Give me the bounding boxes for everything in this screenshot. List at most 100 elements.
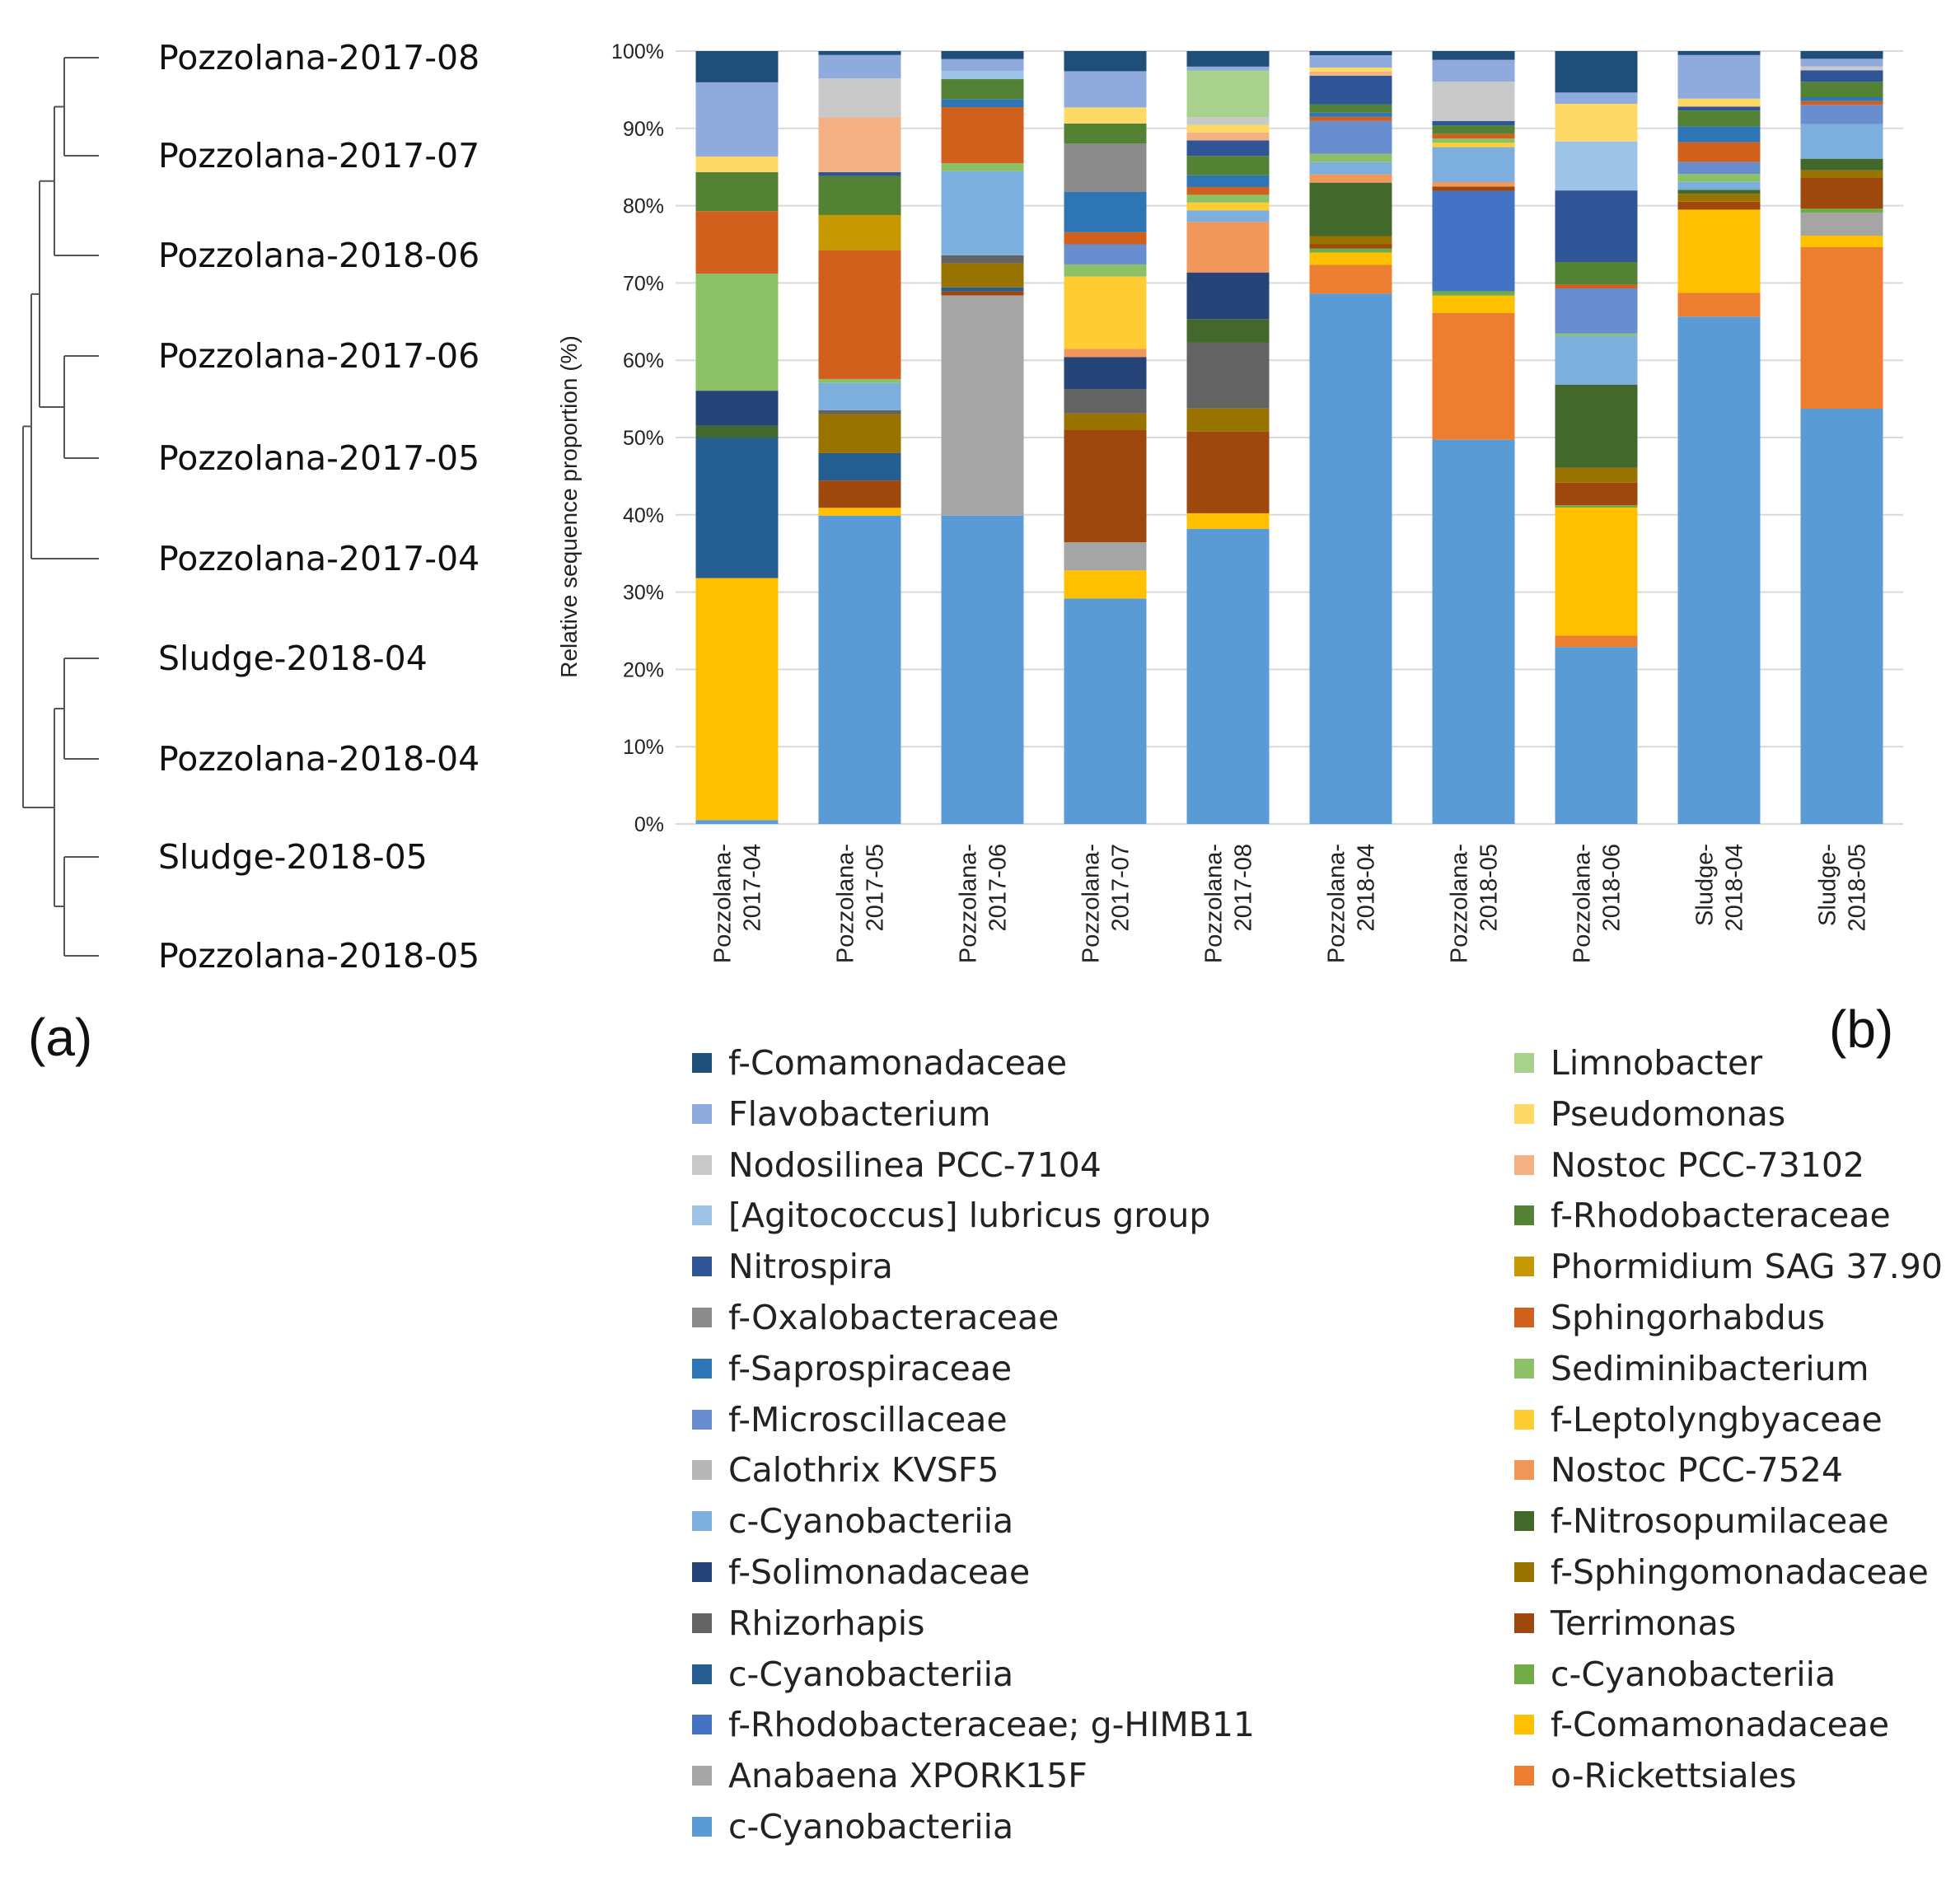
bar-segment [1432,138,1515,143]
bar-segment [1677,98,1761,107]
bar-segment [1309,264,1392,294]
bar-stack [1064,51,1147,824]
x-tick-label: Pozzolana- 2017-07 [1078,844,1134,963]
bar-segment [1064,143,1147,192]
bar-segment [818,176,901,215]
bar-segment [1064,51,1147,72]
x-tick-labels: Pozzolana- 2017-04 Pozzolana- 2017-05 Pozzol… [710,844,1871,963]
legend-label: Terrimonas [1551,1603,1737,1643]
bar-segment [1555,51,1638,93]
bar-stack [1309,51,1392,825]
legend-label: f-Sphingomonadaceae [1551,1552,1929,1592]
x-tick-label: Sludge- 2018-05 [1815,844,1871,931]
legend-label: [Agitococcus] lubricus group [728,1196,1211,1236]
legend-swatch [1514,1664,1534,1684]
bar-segment [1309,252,1392,265]
legend-swatch [692,1358,712,1378]
bar-segment [1309,161,1392,175]
bar-segment [1064,123,1147,144]
legend-item: Nitrospira [692,1243,893,1290]
x-tick-label-line: Pozzolana- [833,844,859,963]
bar-segment [1309,54,1392,68]
bar-segment [1186,51,1270,67]
legend-swatch [692,1613,712,1633]
bar-segment [1555,333,1638,336]
bar-stack [1555,51,1638,824]
bar-segment [695,156,779,172]
legend-swatch [1514,1308,1534,1327]
y-tick-label: 30% [623,582,664,605]
legend-item: Flavobacterium [692,1091,991,1137]
legend-item: Nodosilinea PCC-7104 [692,1142,1102,1188]
bar-segment [941,291,1024,296]
bar-segment [1186,66,1270,71]
dendrogram-leaf-label: Sludge-2018-04 [158,639,428,678]
bar-segment [1186,431,1270,513]
y-axis-label: Relative sequence proportion (%) [556,335,582,678]
y-tick-label: 50% [623,427,664,450]
legend-item: Nostoc PCC-7524 [1514,1447,1843,1493]
dendrogram-leaf-label: Pozzolana-2018-06 [158,236,479,275]
legend-item: f-Microscillaceae [692,1397,1008,1443]
bar-segment [695,391,779,426]
legend-item: Pseudomonas [1514,1091,1785,1137]
bar-segment [1309,104,1392,113]
legend-label: f-Rhodobacteraceae; g-HIMB11 [728,1705,1256,1745]
legend-swatch [692,1154,712,1175]
bar-segment [695,274,779,391]
legend-item: Nostoc PCC-73102 [1514,1142,1864,1188]
legend: f-Comamonadaceae Flavobacterium Nodosiline… [692,1040,1944,1856]
bar-segment [1555,261,1638,285]
x-tick-label-line: 2018-05 [1476,844,1503,931]
bar-segment [1064,71,1147,108]
bar-segment [1800,70,1883,82]
legend-item: Anabaena XPORK15F [692,1753,1088,1799]
bar-segment [695,425,779,438]
bar-segment [818,78,901,118]
x-tick-label-line: Pozzolana- [956,844,982,963]
legend-label: f-Nitrosopumilaceae [1551,1501,1889,1542]
legend-swatch [1514,1409,1534,1430]
bar-segment [1186,272,1270,320]
legend-item: f-Rhodobacteraceae; g-HIMB11 [692,1701,1255,1748]
legend-item: f-Sphingomonadaceae [1514,1549,1929,1595]
bar-segment [1309,244,1392,249]
bar-segment [1309,248,1392,253]
legend-swatch [692,1766,712,1786]
bar-segment [818,117,901,172]
legend-label: Nodosilinea PCC-7104 [728,1144,1102,1185]
legend-label: o-Rickettsiales [1551,1756,1797,1796]
bar-segment [1309,71,1392,76]
bar-segment [941,99,1024,108]
bar-stack [1677,51,1761,824]
bar-segment [1432,190,1515,292]
bar-segment [818,54,901,79]
bar-segment [1677,209,1761,293]
x-tick-label-line: 2017-08 [1231,844,1257,931]
bar-segment [1064,429,1147,543]
panel-label-b: (b) [1829,999,1894,1059]
bar-segment [1555,190,1638,262]
legend-swatch [692,1205,712,1226]
x-tick-label: Pozzolana- 2018-06 [1569,844,1626,963]
legend-swatch [1514,1205,1534,1226]
bar-segment [1677,194,1761,202]
bar-segment [1800,158,1883,171]
dendrogram-leaf-label: Pozzolana-2017-07 [158,136,479,176]
bar-segment [1432,125,1515,134]
x-tick-label-line: 2017-07 [1108,844,1134,931]
bar-segment [1186,70,1270,118]
legend-swatch [692,1511,712,1532]
bar-segment [941,287,1024,292]
bar-segment [1677,190,1761,194]
legend-swatch [692,1817,712,1837]
bar-segment [1186,528,1270,824]
bar-segment [1186,513,1270,529]
bar-segment [1800,213,1883,236]
bar-segment [695,51,779,82]
bar-segment [1555,505,1638,508]
bar-segment [1186,156,1270,176]
legend-item: f-Nitrosopumilaceae [1514,1498,1889,1544]
bar-segment [1432,59,1515,82]
bar-segment [1064,232,1147,245]
